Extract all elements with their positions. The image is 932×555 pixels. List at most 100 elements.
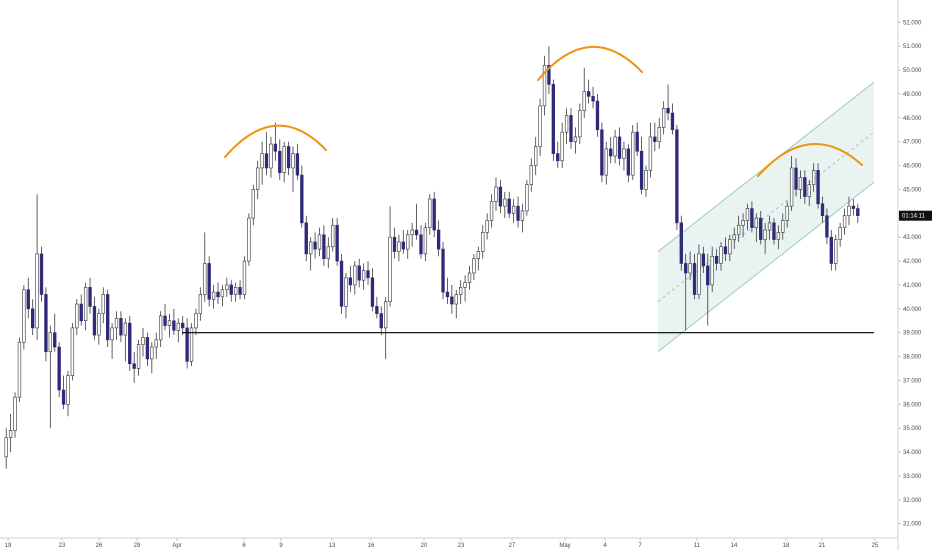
candle-down (357, 265, 361, 281)
candle-down (635, 131, 639, 152)
candle-up (308, 241, 313, 255)
candle-down (44, 294, 48, 353)
x-tick-label: 11 (694, 543, 701, 549)
y-tick-label: 51.000 (903, 44, 922, 50)
candle-down (666, 107, 670, 114)
candle-up (8, 430, 13, 439)
candle-up (317, 234, 322, 250)
candle-up (697, 253, 701, 295)
candle-down (335, 224, 339, 262)
candle-down (31, 308, 35, 329)
candle-down (401, 241, 405, 250)
candle-up (763, 229, 767, 240)
candle-up (211, 291, 216, 300)
candle-up (203, 263, 207, 295)
y-tick-label: 52.000 (903, 20, 922, 26)
candle-up (582, 91, 586, 111)
candle-up (503, 198, 507, 207)
candle-up (410, 229, 414, 236)
candle-down (829, 236, 833, 264)
candle-down (507, 198, 511, 214)
candle-down (185, 327, 189, 362)
candle-up (353, 265, 357, 286)
candle-down (856, 208, 860, 217)
candle-up (4, 437, 8, 458)
candle-down (278, 150, 282, 174)
candle-up (189, 327, 194, 362)
candle-up (604, 148, 608, 176)
x-tick-label: 20 (421, 543, 428, 549)
candle-up (538, 105, 542, 147)
candle-down (816, 170, 820, 205)
candle-down (26, 289, 30, 310)
candle-up (657, 127, 661, 142)
candle-down (39, 253, 44, 295)
candle-up (397, 241, 401, 252)
candle-up (767, 222, 772, 231)
candle-down (600, 129, 604, 176)
candle-down (626, 148, 631, 176)
candle-up (220, 289, 225, 298)
candle-down (119, 318, 123, 336)
y-tick-label: 39.000 (903, 331, 922, 337)
channel-fill (658, 82, 874, 352)
candle-down (61, 389, 66, 405)
candle-down (339, 260, 344, 307)
candle-up (406, 234, 410, 250)
candle-down (639, 150, 644, 190)
candle-up (326, 246, 330, 259)
x-tick-label: 13 (329, 543, 336, 549)
candle-down (772, 222, 776, 240)
x-tick-label: 14 (731, 543, 738, 549)
y-tick-label: 35.000 (903, 426, 922, 432)
candle-up (344, 277, 348, 307)
candle-down (163, 315, 167, 326)
candle-up (22, 289, 26, 343)
candle-down (803, 177, 807, 197)
candle-up (842, 215, 847, 228)
candle-up (745, 208, 750, 221)
candle-up (578, 110, 582, 138)
candle-down (414, 229, 419, 236)
y-tick-label: 31.000 (903, 522, 922, 528)
candle-down (701, 253, 706, 267)
candle-down (450, 296, 454, 305)
candle-down (794, 167, 798, 190)
candle-up (225, 284, 229, 291)
candle-down (322, 234, 326, 259)
y-tick-label: 43.000 (903, 235, 922, 241)
candle-up (622, 148, 626, 159)
candle-down (692, 263, 697, 295)
candle-up (176, 322, 180, 331)
candle-up (798, 177, 803, 190)
candle-down (88, 287, 92, 307)
candle-up (476, 251, 480, 259)
right-shoulder-arc (757, 143, 863, 177)
y-tick-label: 45.000 (903, 187, 922, 193)
candle-up (17, 341, 22, 398)
candle-up (776, 232, 781, 240)
candle-up (388, 236, 392, 302)
candle-up (123, 322, 128, 336)
candle-up (520, 210, 525, 221)
candle-up (785, 205, 789, 221)
candle-down (595, 100, 600, 131)
candle-up (428, 198, 432, 228)
candle-up (282, 146, 286, 174)
candle-up (158, 315, 163, 341)
candle-down (181, 322, 185, 329)
candle-up (48, 332, 52, 353)
candle-down (79, 303, 83, 322)
candle-up (573, 136, 578, 142)
candle-down (229, 284, 233, 295)
ascending-channel (657, 81, 875, 353)
x-tick-label: 4 (603, 543, 607, 549)
candle-up (269, 143, 273, 169)
candle-up (847, 205, 851, 217)
candle-up (613, 136, 617, 157)
candle-up (489, 201, 494, 221)
candle-down (569, 115, 573, 142)
